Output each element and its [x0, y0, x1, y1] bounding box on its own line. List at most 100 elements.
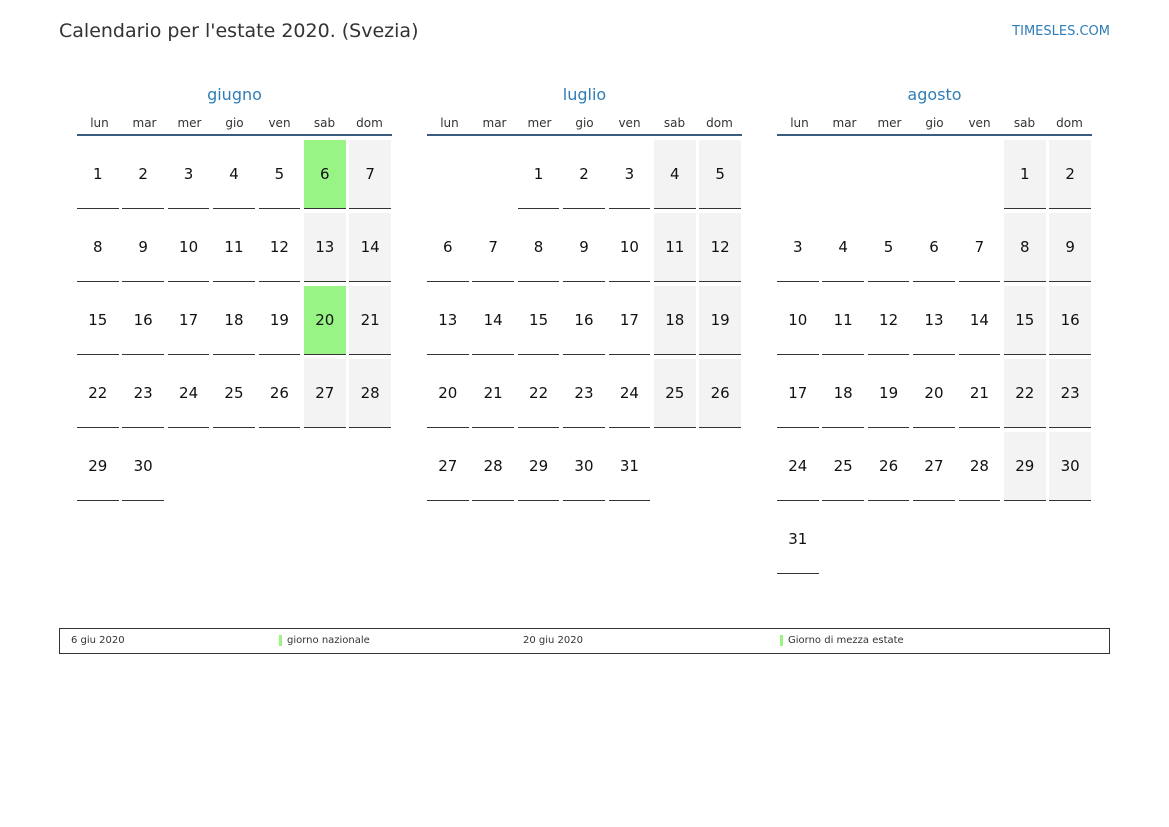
day-cell: 25	[653, 359, 696, 428]
day-cell: 16	[563, 286, 605, 355]
day-cell: 12	[867, 286, 910, 355]
weekday-label: mar	[482, 116, 507, 130]
weekday-label: mer	[877, 116, 902, 130]
day-cell: 5	[258, 140, 301, 209]
day-cell: 16	[1049, 286, 1091, 355]
weekday-label: sab	[1013, 116, 1036, 130]
day-cell: 5	[699, 140, 741, 209]
weekday-label: ven	[268, 116, 291, 130]
weekday-header: lun mar mer gio ven sab dom	[427, 114, 742, 136]
day-cell: 23	[1049, 359, 1091, 428]
day-cell: 20	[427, 359, 469, 428]
legend-date: 6 giu 2020	[71, 635, 125, 646]
day-cell: 16	[122, 286, 164, 355]
day-cell: 7	[958, 213, 1001, 282]
day-cell: 19	[258, 286, 301, 355]
day-cell: 3	[608, 140, 651, 209]
day-cell: 4	[213, 140, 255, 209]
day-cell: 13	[303, 213, 346, 282]
day-cell: 4	[822, 213, 864, 282]
day-cell: 7	[349, 140, 391, 209]
day-cell: 23	[563, 359, 605, 428]
day-cell: 30	[122, 432, 164, 501]
day-cell: 12	[699, 213, 741, 282]
weekday-header: lun mar mer gio ven sab dom	[777, 114, 1092, 136]
day-cell: 2	[563, 140, 605, 209]
month-name: luglio	[562, 85, 607, 104]
day-cell: 17	[777, 359, 819, 428]
day-cell: 20	[913, 359, 955, 428]
day-cell: 24	[608, 359, 651, 428]
day-cell: 10	[608, 213, 651, 282]
day-cell: 24	[777, 432, 819, 501]
page-title: Calendario per l'estate 2020. (Svezia)	[59, 20, 419, 42]
weekday-label: dom	[706, 116, 733, 130]
weekday-label: mer	[527, 116, 552, 130]
weekday-label: lun	[790, 116, 809, 130]
day-cell: 27	[303, 359, 346, 428]
day-cell: 4	[653, 140, 696, 209]
day-cell: 21	[958, 359, 1001, 428]
day-cell: 17	[608, 286, 651, 355]
weekday-label: mar	[832, 116, 857, 130]
empty-cell	[913, 140, 955, 209]
day-cell: 8	[1003, 213, 1046, 282]
day-cell: 2	[122, 140, 164, 209]
holiday-day-cell: 20	[303, 286, 346, 355]
day-cell: 8	[517, 213, 560, 282]
day-cell: 24	[167, 359, 210, 428]
day-cell: 15	[517, 286, 560, 355]
day-cell: 1	[1003, 140, 1046, 209]
day-cell: 18	[213, 286, 255, 355]
day-cell: 2	[1049, 140, 1091, 209]
day-cell: 7	[472, 213, 514, 282]
day-cell: 21	[472, 359, 514, 428]
weekday-header: lun mar mer gio ven sab dom	[77, 114, 392, 136]
day-cell: 25	[822, 432, 864, 501]
day-cell: 27	[913, 432, 955, 501]
day-cell: 22	[517, 359, 560, 428]
day-cell: 26	[699, 359, 741, 428]
day-cell: 29	[1003, 432, 1046, 501]
day-cell: 1	[77, 140, 119, 209]
day-cell: 6	[427, 213, 469, 282]
day-cell: 28	[472, 432, 514, 501]
holiday-day-cell: 6	[303, 140, 346, 209]
day-cell: 11	[213, 213, 255, 282]
day-cell: 13	[427, 286, 469, 355]
empty-cell	[427, 140, 469, 209]
day-cell: 31	[608, 432, 651, 501]
weekday-label: lun	[440, 116, 459, 130]
day-cell: 31	[777, 505, 819, 574]
day-cell: 8	[77, 213, 119, 282]
day-cell: 29	[517, 432, 560, 501]
day-cell: 15	[77, 286, 119, 355]
day-cell: 29	[77, 432, 119, 501]
day-cell: 14	[958, 286, 1001, 355]
day-cell: 19	[699, 286, 741, 355]
day-cell: 13	[913, 286, 955, 355]
day-grid: 1 2 3 4 5 6 7 8 9 10 11 12 13 14 15 16 17 18 19 20 21 22 23 24 2…	[77, 140, 392, 501]
month-name: agosto	[907, 85, 962, 104]
weekday-label: sab	[663, 116, 686, 130]
day-cell: 18	[822, 359, 864, 428]
day-cell: 28	[958, 432, 1001, 501]
day-cell: 9	[563, 213, 605, 282]
day-cell: 1	[517, 140, 560, 209]
weekday-label: mar	[132, 116, 157, 130]
day-cell: 23	[122, 359, 164, 428]
day-cell: 30	[1049, 432, 1091, 501]
day-cell: 22	[1003, 359, 1046, 428]
weekday-label: lun	[90, 116, 109, 130]
day-cell: 11	[653, 213, 696, 282]
legend-label: Giorno di mezza estate	[788, 635, 904, 646]
day-cell: 26	[258, 359, 301, 428]
day-cell: 14	[472, 286, 514, 355]
site-link[interactable]: TIMESLES.COM	[1012, 24, 1110, 39]
month-name: giugno	[207, 85, 262, 104]
day-cell: 10	[167, 213, 210, 282]
day-cell: 21	[349, 286, 391, 355]
empty-cell	[868, 140, 910, 209]
